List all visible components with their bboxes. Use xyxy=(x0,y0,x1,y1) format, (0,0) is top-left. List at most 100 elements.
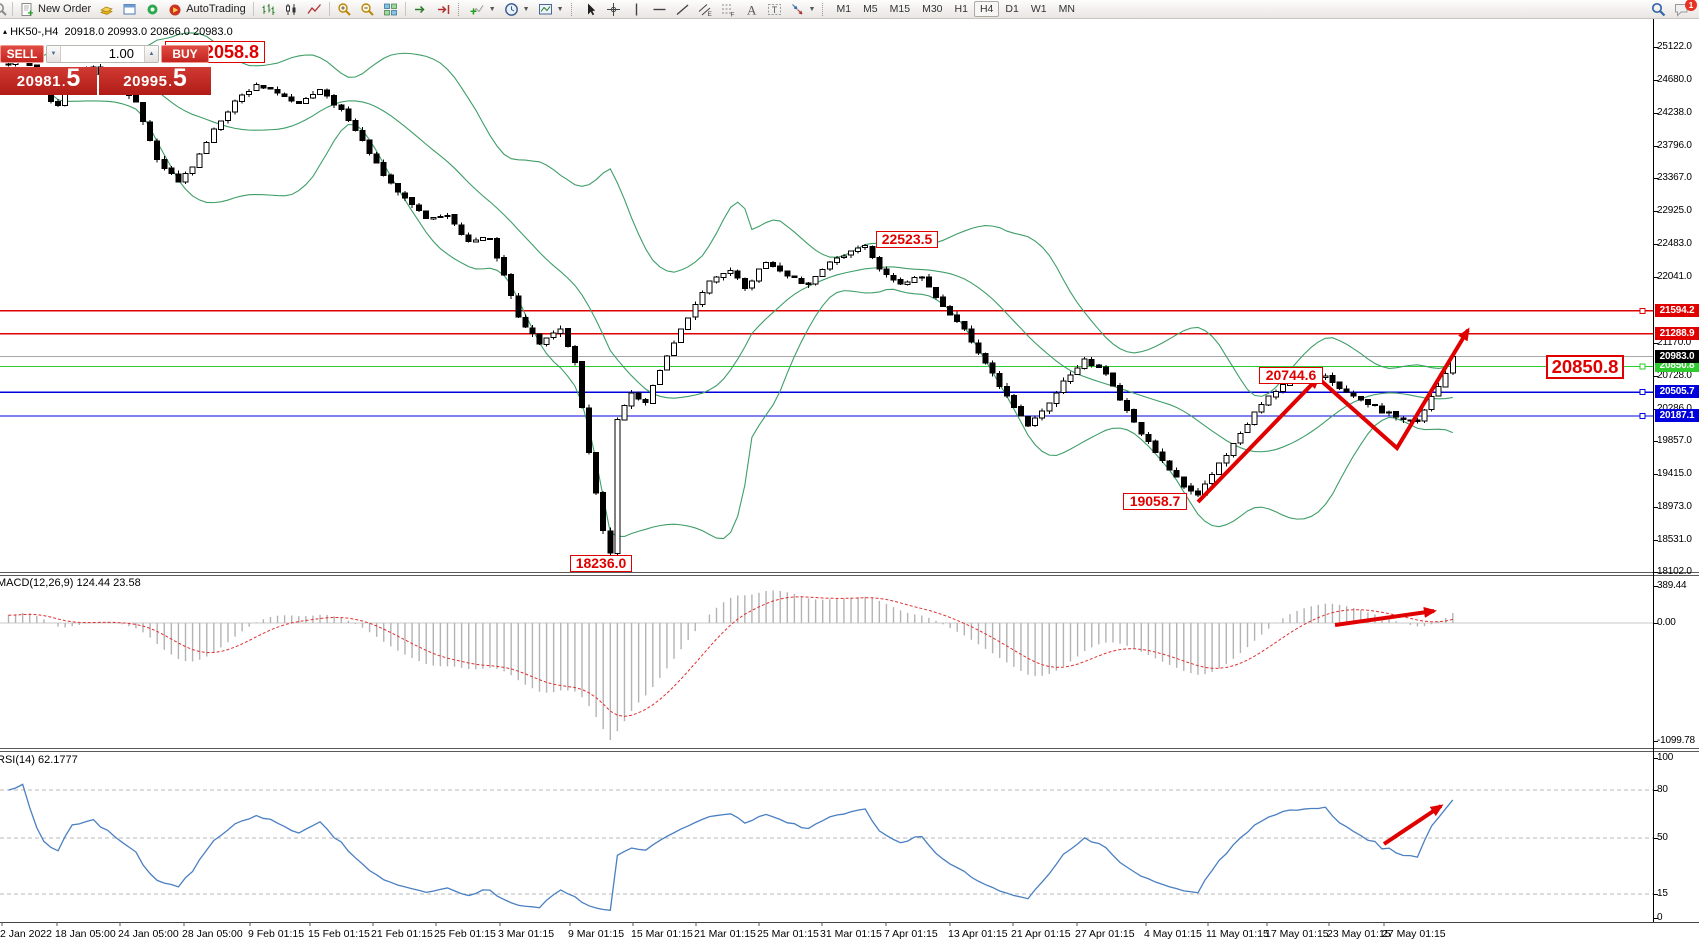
vertical-line-button[interactable] xyxy=(625,1,648,18)
date-axis-label: 23 May 01:15 xyxy=(1327,928,1391,940)
vertical-line-icon[interactable] xyxy=(629,2,644,17)
volume-input[interactable]: 1.00 xyxy=(108,46,134,61)
timeframe-button-mn[interactable]: MN xyxy=(1058,3,1075,15)
shift-chart-button[interactable] xyxy=(432,1,455,18)
tile-windows-button[interactable] xyxy=(379,1,402,18)
date-axis-label: 15 Mar 01:15 xyxy=(631,928,693,940)
trend-arrow-zigzag[interactable] xyxy=(1316,327,1470,452)
autotrading-button[interactable]: AutoTrading xyxy=(164,1,250,18)
signals-button[interactable] xyxy=(141,1,164,18)
bar-chart-icon[interactable] xyxy=(261,2,276,17)
line-handle[interactable] xyxy=(1639,363,1646,370)
axis-badge-21594.2: 21594.2 xyxy=(1655,303,1699,317)
price-label-18236[interactable]: 18236.0 xyxy=(570,555,632,572)
zoom-out-icon[interactable] xyxy=(360,2,375,17)
timeframe-button-m1[interactable]: M1 xyxy=(836,3,852,15)
rsi-axis-tick: 0 xyxy=(1657,912,1663,923)
timeframe-button-m30[interactable]: M30 xyxy=(922,3,943,15)
price-label-20850-big[interactable]: 20850.8 xyxy=(1546,355,1624,379)
indicators-button[interactable]: + ▼ xyxy=(466,1,500,18)
sell-button[interactable]: SELL xyxy=(0,45,44,63)
price-label-20744[interactable]: 20744.6 xyxy=(1259,367,1323,384)
templates-icon[interactable] xyxy=(538,2,553,17)
price-label-19058[interactable]: 19058.7 xyxy=(1123,493,1187,510)
chat-button[interactable]: 1 xyxy=(1670,0,1697,18)
line-handle[interactable] xyxy=(1639,307,1646,314)
current-price-badge: 20983.0 xyxy=(1655,349,1699,363)
arrows-button[interactable]: ▼ xyxy=(786,1,820,18)
cursor-icon[interactable] xyxy=(583,2,598,17)
periods-icon[interactable] xyxy=(504,2,519,17)
timeframe-button-d1[interactable]: D1 xyxy=(1005,3,1019,15)
timeframe-button-m15[interactable]: M15 xyxy=(889,3,911,15)
equidistant-channel-button[interactable]: E xyxy=(694,1,717,18)
macd-arrow[interactable] xyxy=(1334,606,1437,627)
fibonacci-icon[interactable]: F xyxy=(721,2,736,17)
text-button[interactable]: A xyxy=(740,1,763,18)
indicators-icon[interactable]: + xyxy=(470,2,485,17)
trend-arrow-up-1[interactable] xyxy=(1196,375,1321,504)
chart-canvas[interactable] xyxy=(0,19,1699,943)
search-icon[interactable] xyxy=(1651,2,1666,17)
date-axis-label: 9 Mar 01:15 xyxy=(568,928,625,940)
crosshair-button[interactable] xyxy=(602,1,625,18)
buy-price[interactable]: 20995. 5 xyxy=(99,66,211,95)
zoom-in-icon[interactable] xyxy=(337,2,352,17)
label-button[interactable]: T xyxy=(763,1,786,18)
bollinger-bands xyxy=(8,32,1454,540)
equidistant-channel-icon[interactable]: E xyxy=(698,2,713,17)
rsi-arrow[interactable] xyxy=(1382,804,1444,846)
trend-arrows[interactable] xyxy=(1196,327,1470,846)
line-chart-button[interactable] xyxy=(303,1,326,18)
volume-stepper[interactable]: ▼ 1.00 ▲ xyxy=(46,45,159,63)
chart-window-icon[interactable] xyxy=(122,2,137,17)
expert-advisors-button[interactable] xyxy=(95,1,118,18)
svg-text:A: A xyxy=(747,2,757,17)
price-axis-tick: 18102.0 xyxy=(1657,566,1692,577)
tile-windows-icon[interactable] xyxy=(383,2,398,17)
volume-increase-button[interactable]: ▲ xyxy=(144,46,158,62)
signals-icon[interactable] xyxy=(145,2,160,17)
timeframe-button-h4[interactable]: H4 xyxy=(973,1,1000,17)
line-handle[interactable] xyxy=(1639,413,1646,420)
zoom-out-button[interactable] xyxy=(356,1,379,18)
timeframe-button-h1[interactable]: H1 xyxy=(954,3,968,15)
date-axis-label: 28 Jan 05:00 xyxy=(182,928,243,940)
macd-axis-tick: 0.00 xyxy=(1657,617,1676,628)
autotrading-icon[interactable] xyxy=(168,2,183,17)
horizontal-line-button[interactable] xyxy=(648,1,671,18)
new-order-button[interactable]: + New Order xyxy=(16,1,95,18)
timeframe-button-m5[interactable]: M5 xyxy=(863,3,878,15)
bollinger-lower-band xyxy=(8,83,1454,540)
chart-window-button[interactable] xyxy=(118,1,141,18)
horizontal-line-icon[interactable] xyxy=(652,2,667,17)
shift-chart-icon[interactable] xyxy=(436,2,451,17)
zoom-in-button[interactable] xyxy=(333,1,356,18)
auto-scroll-icon[interactable] xyxy=(413,2,428,17)
buy-button[interactable]: BUY xyxy=(161,45,209,63)
new-order-icon[interactable]: + xyxy=(20,2,35,17)
timeframe-button-w1[interactable]: W1 xyxy=(1030,3,1047,15)
trendline-icon[interactable] xyxy=(675,2,690,17)
candlestick-chart-icon[interactable] xyxy=(284,2,299,17)
line-chart-icon[interactable] xyxy=(307,2,322,17)
expert-advisors-icon[interactable] xyxy=(99,2,114,17)
auto-scroll-button[interactable] xyxy=(409,1,432,18)
label-icon[interactable]: T xyxy=(767,2,782,17)
candlestick-chart-button[interactable] xyxy=(280,1,303,18)
volume-decrease-button[interactable]: ▼ xyxy=(47,46,61,62)
price-label-22523[interactable]: 22523.5 xyxy=(876,231,938,248)
fibonacci-button[interactable]: F xyxy=(717,1,740,18)
arrows-icon[interactable] xyxy=(790,2,805,17)
horizontal-level-lines[interactable] xyxy=(0,307,1653,420)
periods-button[interactable]: ▼ xyxy=(500,1,534,18)
cursor-button[interactable] xyxy=(579,1,602,18)
search-button[interactable] xyxy=(1647,1,1670,18)
text-icon[interactable]: A xyxy=(744,2,759,17)
sell-price[interactable]: 20981. 5 xyxy=(0,66,97,95)
templates-button[interactable]: ▼ xyxy=(534,1,568,18)
bar-chart-button[interactable] xyxy=(257,1,280,18)
trendline-button[interactable] xyxy=(671,1,694,18)
crosshair-icon[interactable] xyxy=(606,2,621,17)
line-handle[interactable] xyxy=(1639,389,1646,396)
